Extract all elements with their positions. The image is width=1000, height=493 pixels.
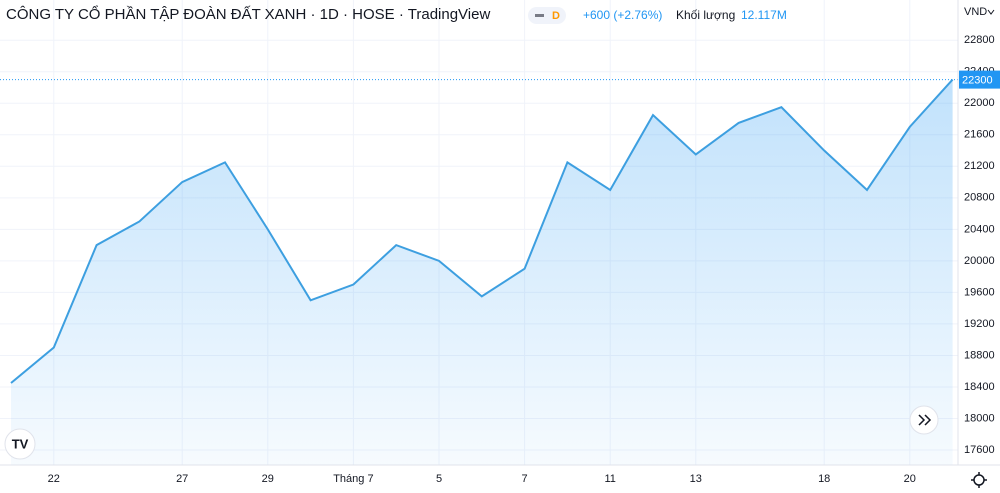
settings-button[interactable] (971, 472, 987, 488)
y-tick-label: 17600 (964, 444, 995, 456)
y-tick-label: 18800 (964, 349, 995, 361)
chart-title: CÔNG TY CỔ PHẦN TẬP ĐOÀN ĐẤT XANH · 1D ·… (6, 5, 490, 23)
x-tick-label: 13 (690, 473, 702, 485)
x-tick-label: 5 (436, 473, 442, 485)
x-tick-label: 18 (818, 473, 830, 485)
header: CÔNG TY CỔ PHẦN TẬP ĐOÀN ĐẤT XANH · 1D ·… (6, 5, 995, 24)
y-tick-label: 20800 (964, 192, 995, 204)
tv-logo: TV (4, 428, 36, 460)
y-tick-label: 19600 (964, 286, 995, 298)
last-price-label: 22300 (962, 75, 993, 87)
y-tick-label: 22000 (964, 97, 995, 109)
y-tick-label: 21600 (964, 129, 995, 141)
price-line (10, 78, 954, 384)
volume-label: Khối lượng (676, 8, 735, 22)
y-tick-label: 20400 (964, 223, 995, 235)
x-tick-label: 29 (262, 473, 274, 485)
badge-dash (535, 14, 544, 17)
y-tick-label: 19200 (964, 318, 995, 330)
y-tick-label: 18000 (964, 412, 995, 424)
x-tick-label: 27 (176, 473, 188, 485)
last-price-tag (959, 70, 1000, 89)
badge: D (552, 10, 560, 22)
y-tick-label: 22800 (964, 34, 995, 46)
scroll-button[interactable] (909, 405, 939, 435)
y-tick-label: 21200 (964, 160, 995, 172)
y-tick-label: 20000 (964, 255, 995, 267)
currency: VND (964, 6, 987, 18)
x-tick-label: Tháng 7 (333, 473, 373, 485)
svg-text:TV: TV (12, 436, 29, 451)
change: +600 (+2.76%) (583, 8, 662, 22)
x-tick-label: 7 (522, 473, 528, 485)
currency-caret[interactable] (987, 9, 995, 15)
axes: 17600 18000 18400 18800 19200 19600 20000 20400… (48, 34, 1000, 485)
x-tick-label: 11 (604, 473, 615, 485)
x-tick-label: 20 (904, 473, 916, 485)
plot (0, 78, 958, 466)
y-tick-label: 18400 (964, 381, 995, 393)
volume: 12.117M (741, 8, 787, 22)
badge-bg (528, 7, 566, 24)
x-tick-label: 22 (48, 473, 60, 485)
area-fill (11, 79, 953, 466)
